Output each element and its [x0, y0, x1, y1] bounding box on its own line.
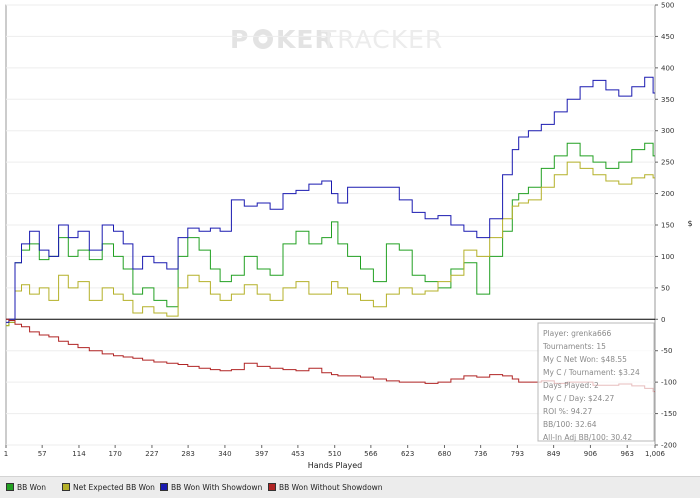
y-tick-label: 500 [661, 2, 674, 10]
stat-bb-100: BB/100: 32.64 [543, 420, 597, 429]
legend-item-net-expected[interactable]: Net Expected BB Won [62, 483, 155, 492]
poker-chip-center [258, 34, 268, 44]
stat-days-played: Days Played: 2 [543, 381, 599, 390]
y-tick-label: 0 [661, 316, 665, 324]
y-tick-label: 250 [661, 159, 674, 167]
svg-text:TRACKER: TRACKER [320, 25, 443, 54]
x-tick-label: 453 [291, 450, 304, 458]
legend-label: BB Won With Showdown [171, 483, 263, 492]
x-tick-label: 793 [511, 450, 524, 458]
series-line-bb-won-with-showdown [6, 76, 655, 323]
stat-tournaments: Tournaments: 15 [542, 342, 606, 351]
x-axis-label: Hands Played [308, 461, 362, 470]
y-tick-label: 150 [661, 222, 674, 230]
pokertracker-watermark: P KER TRACKER [230, 25, 443, 54]
y-tick-label: -200 [661, 442, 677, 450]
x-tick-label: 1,006 [645, 450, 666, 458]
x-tick-label: 566 [364, 450, 378, 458]
legend-label: BB Won [17, 483, 46, 492]
stat-per-tournament: My C / Tournament: $3.24 [543, 368, 640, 377]
svg-text:KER: KER [276, 25, 335, 54]
x-tick-label: 1 [4, 450, 8, 458]
y-tick-label: 400 [661, 64, 674, 72]
x-tick-label: 906 [584, 450, 598, 458]
series-layer [6, 76, 655, 393]
x-axis: 1 57 114 170 227 283 340 397 453 510 566 623 680 736 7… [4, 445, 666, 458]
series-line-net-expected-bb-won [6, 161, 655, 327]
x-tick-label: 114 [72, 450, 86, 458]
x-tick-label: 227 [145, 450, 158, 458]
y-tick-label: -100 [661, 379, 677, 387]
y-tick-label: 350 [661, 96, 674, 104]
y-tick-label: -50 [661, 347, 672, 355]
legend-swatch-without-showdown [268, 483, 276, 491]
y-tick-label: 50 [661, 284, 670, 292]
x-tick-label: 170 [108, 450, 121, 458]
legend-swatch-bb-won [6, 483, 14, 491]
y-tick-label: 300 [661, 127, 674, 135]
y-tick-label: -150 [661, 410, 677, 418]
x-tick-label: 736 [474, 450, 488, 458]
x-tick-label: 397 [255, 450, 268, 458]
legend-item-without-showdown[interactable]: BB Won Without Showdown [268, 483, 383, 492]
y-tick-label: 450 [661, 33, 674, 41]
x-tick-label: 283 [181, 450, 194, 458]
stats-box-frame [537, 322, 655, 442]
x-tick-label: 963 [621, 450, 634, 458]
legend-swatch-with-showdown [160, 483, 168, 491]
x-tick-label: 849 [547, 450, 560, 458]
legend-label: BB Won Without Showdown [279, 483, 383, 492]
stat-allin-bb-100: All-In Adj BB/100: 30.42 [543, 433, 632, 442]
y-tick-label: 100 [661, 253, 674, 261]
x-tick-label: 680 [438, 450, 451, 458]
y-tick-label: 200 [661, 190, 674, 198]
x-tick-label: 510 [328, 450, 341, 458]
results-chart: P KER TRACKER 50045040035030025020015010… [4, 2, 693, 471]
x-tick-label: 340 [218, 450, 231, 458]
legend-item-bb-won[interactable]: BB Won [6, 483, 46, 492]
x-tick-label: 57 [38, 450, 47, 458]
y-axis: 500450400350300250200150100500-50-100-15… [655, 2, 677, 450]
legend-item-with-showdown[interactable]: BB Won With Showdown [160, 483, 262, 492]
stat-player: Player: grenka666 [543, 329, 612, 338]
stats-box: Player: grenka666 Tournaments: 15 My C N… [537, 322, 655, 442]
stat-net-won: My C Net Won: $48.55 [543, 355, 627, 364]
legend: BB Won Net Expected BB Won BB Won With S… [0, 476, 700, 498]
legend-swatch-net-expected [62, 483, 70, 491]
stat-per-day: My C / Day: $24.27 [543, 394, 614, 403]
legend-label: Net Expected BB Won [73, 483, 155, 492]
x-tick-label: 623 [401, 450, 414, 458]
svg-text:P: P [230, 25, 249, 54]
stat-roi: ROI %: 94.27 [543, 407, 592, 416]
y-axis-label: $ [687, 219, 692, 228]
series-line-bb-won-without-showdown [6, 318, 655, 393]
